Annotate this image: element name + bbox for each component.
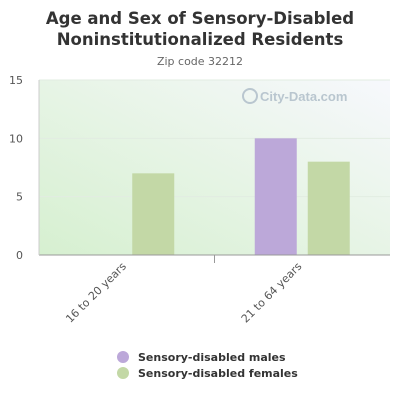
y-tick-label: 15 [9,74,23,87]
bar [254,138,297,255]
y-tick-label: 0 [16,249,23,262]
legend-swatch-females [117,367,129,379]
legend-label-females: Sensory-disabled females [138,366,298,380]
chart-subtitle: Zip code 32212 [156,55,244,68]
chart-title-line-2: Noninstitutionalized Residents [56,30,344,49]
chart-title-line-1: Age and Sex of Sensory-Disabled [45,9,355,28]
y-tick-label: 5 [16,191,23,204]
x-tick-label: 16 to 20 years [63,260,129,326]
watermark-text: City-Data.com [260,89,347,104]
legend: Sensory-disabled males Sensory-disabled … [117,349,298,381]
legend-swatch-males [117,351,129,363]
y-tick-label: 10 [9,132,23,145]
bar [307,161,350,255]
watermark: City-Data.com [242,88,347,104]
watermark-logo-icon [242,88,258,104]
legend-label-males: Sensory-disabled males [138,350,286,364]
x-axis: 16 to 20 years 21 to 64 years [63,255,305,326]
legend-item-males: Sensory-disabled males [117,349,298,365]
y-axis: 0 5 10 15 [9,74,23,262]
chart-title: Age and Sex of Sensory-Disabled Noninsti… [0,8,400,50]
bars [132,138,350,255]
legend-item-females: Sensory-disabled females [117,365,298,381]
bar [132,173,175,255]
x-tick-label: 21 to 64 years [239,260,305,326]
